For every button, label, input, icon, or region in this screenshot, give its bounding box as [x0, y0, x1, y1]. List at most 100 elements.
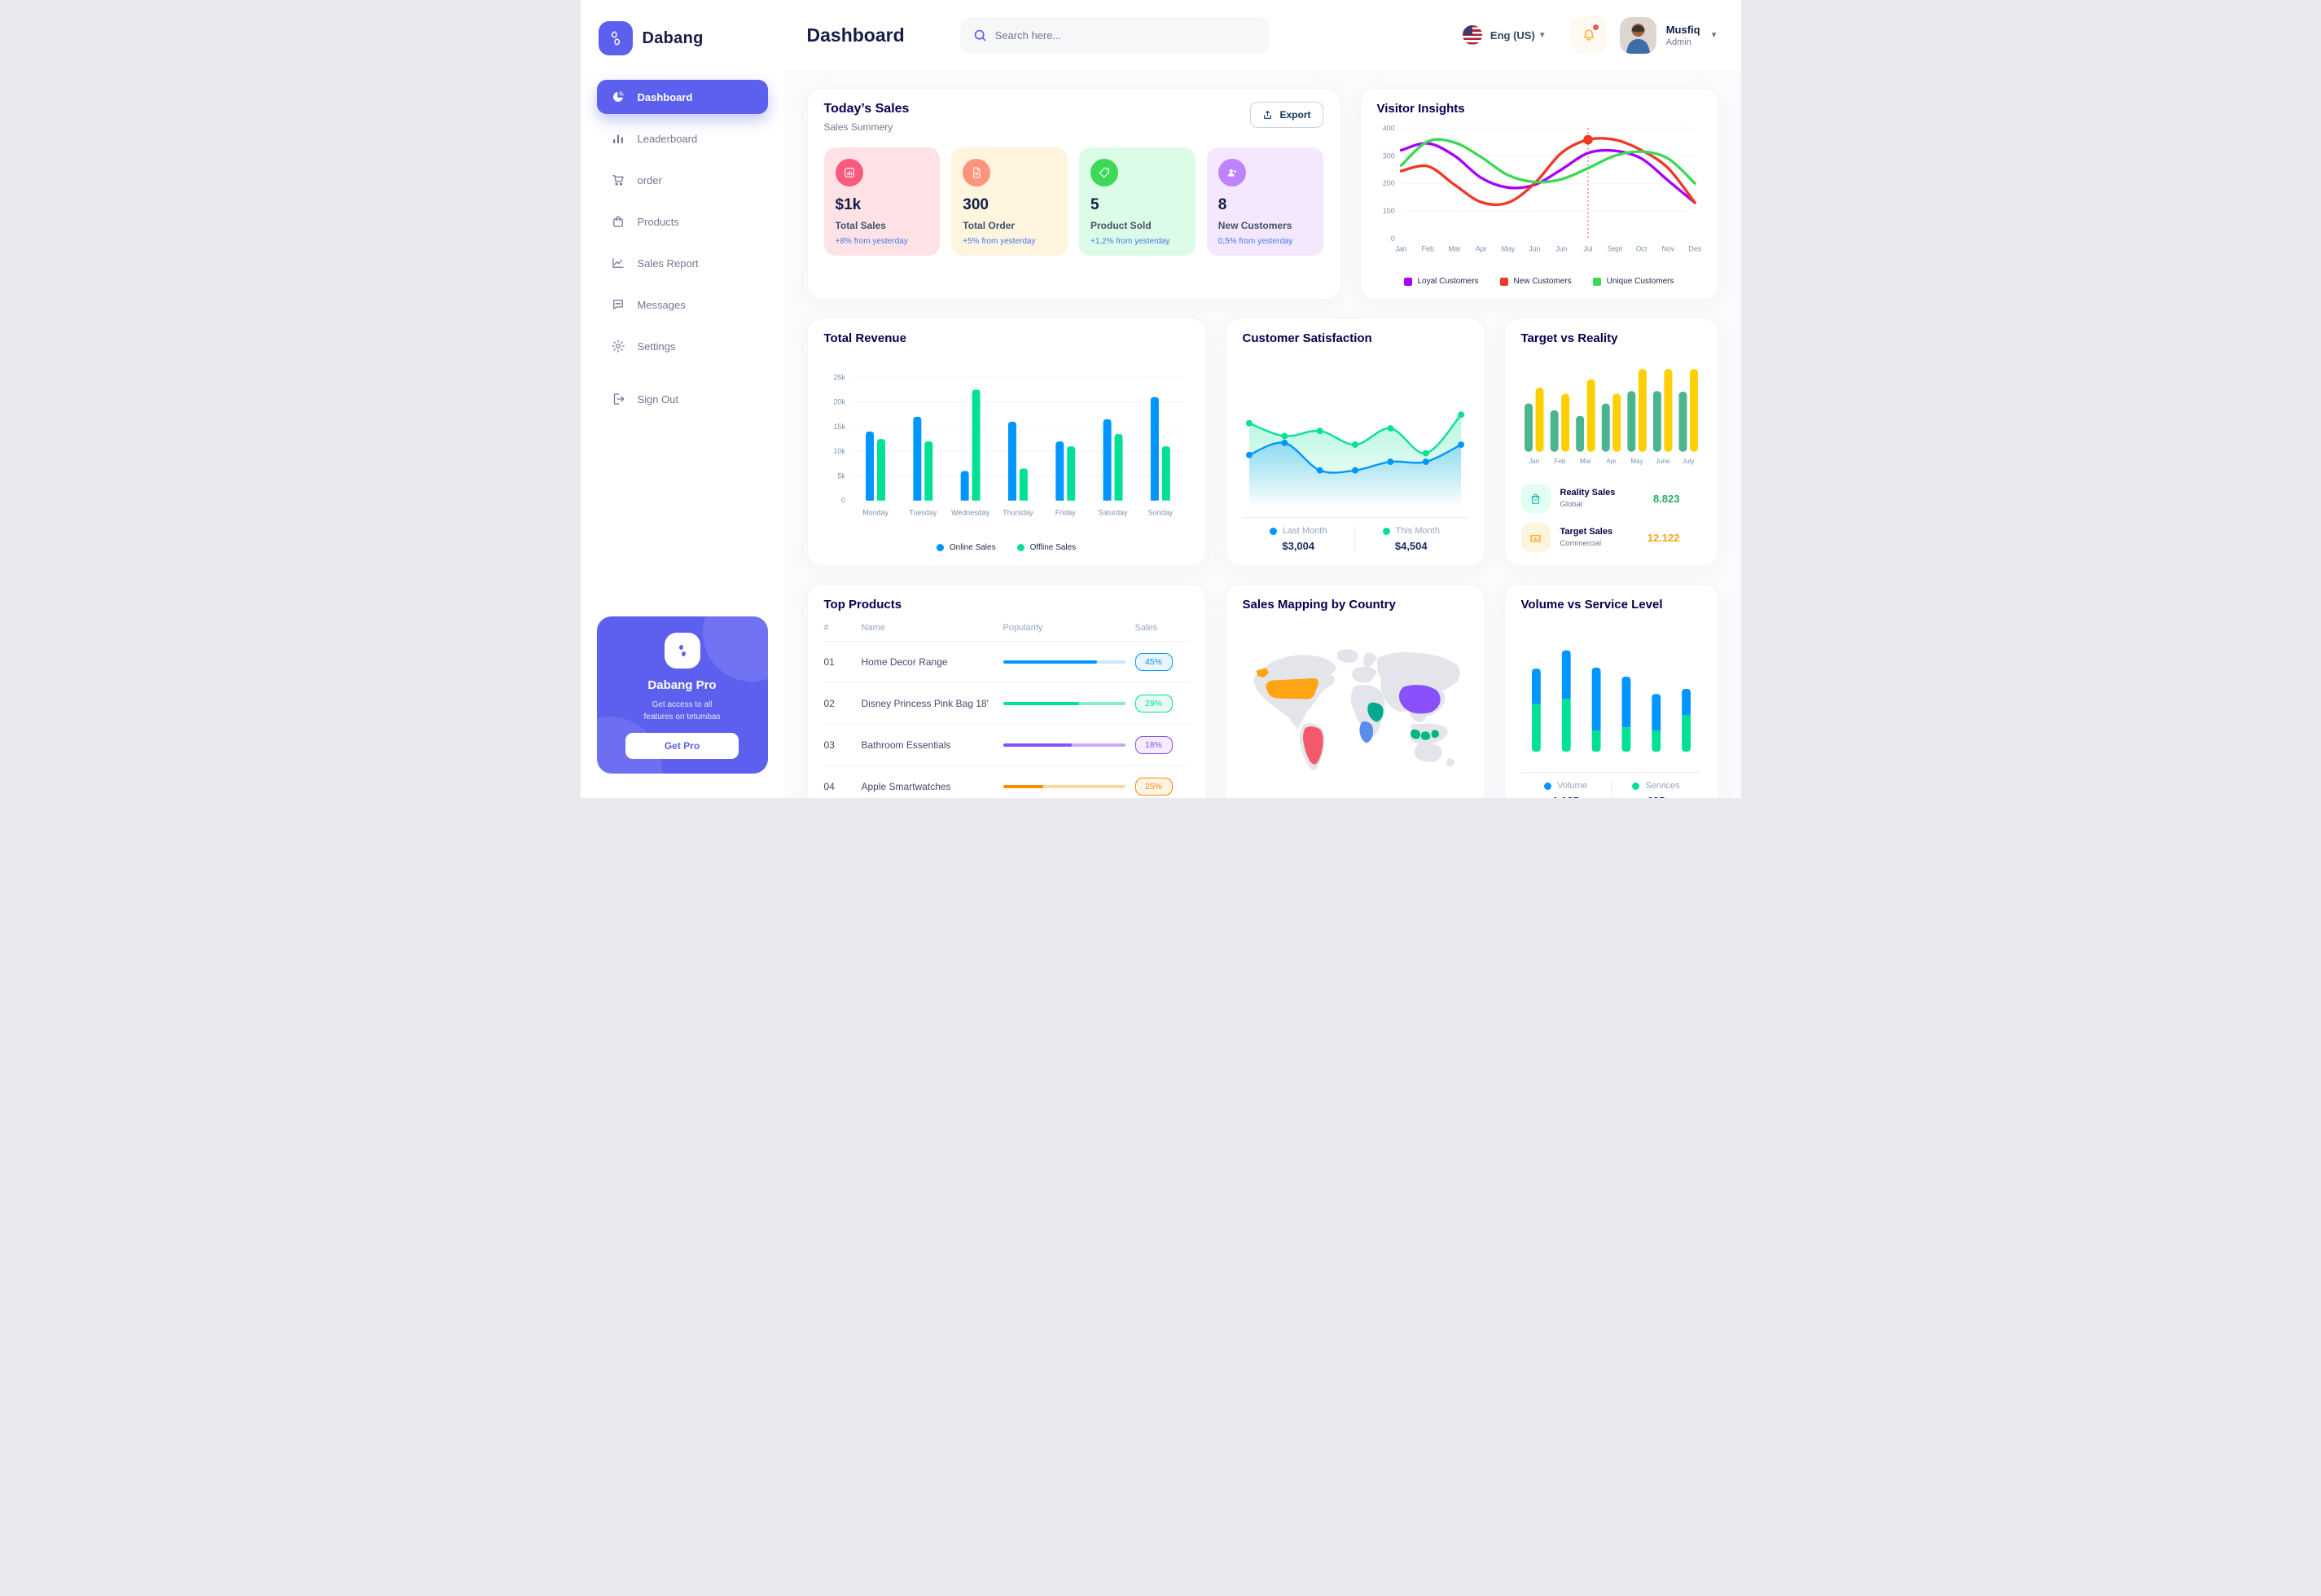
brand-name: Dabang	[642, 28, 704, 47]
svg-text:0: 0	[840, 497, 845, 505]
svg-text:Sept: Sept	[1607, 245, 1622, 253]
brand[interactable]: Dabang	[598, 21, 766, 55]
pro-promo-card: Dabang Pro Get access to all features on…	[596, 616, 768, 774]
sidebar-menu: Dashboard Leaderboard order Products Sales R…	[596, 80, 768, 416]
country-indonesia-2[interactable]	[1420, 730, 1430, 740]
svg-text:Mar: Mar	[1448, 245, 1460, 253]
svg-text:15k: 15k	[833, 423, 845, 431]
top-products-rows: 01 Home Decor Range 45% 02 Disney Princess P…	[823, 642, 1189, 798]
svg-text:Wednesday: Wednesday	[951, 509, 990, 517]
product-num: 03	[823, 739, 835, 751]
language-label: Eng (US)	[1490, 28, 1535, 42]
sales-mapping-card: Sales Mapping by Country	[1225, 584, 1485, 798]
search-input[interactable]	[994, 28, 1257, 42]
user-meta: Musfiq Admin	[1666, 24, 1700, 47]
search-icon	[973, 28, 987, 42]
product-row-03: 03 Bathroom Essentials 18%	[823, 725, 1189, 766]
country-indonesia[interactable]	[1410, 729, 1420, 739]
target-vs-reality-card: Target vs Reality Jan Feb Mar Apr May June Jul…	[1503, 318, 1718, 566]
sidebar-item-products[interactable]: Products	[597, 204, 768, 239]
product-num: 02	[823, 698, 835, 709]
col-popularity: Popularity	[1003, 623, 1043, 633]
product-num: 04	[823, 781, 835, 792]
svg-text:200: 200	[1382, 179, 1394, 187]
sidebar-item-messages[interactable]: Messages	[597, 287, 768, 322]
header-right: Eng (US) ▼	[1462, 16, 1718, 54]
legend-name: Reality Sales	[1560, 488, 1616, 498]
country-saudi-arabia[interactable]	[1367, 702, 1384, 722]
top-products-card: Top Products # Name Popularity Sales 01 H…	[806, 584, 1206, 798]
total-revenue-card: Total Revenue 0 5k 10k 15k 20k 25k Monday Tuesd…	[806, 318, 1206, 566]
profile-chevron-down-icon: ▼	[1709, 30, 1718, 40]
stat-delta: +1,2% from yesterday	[1090, 237, 1170, 246]
content: Today’s Sales Sales Summery Export $1k To…	[784, 70, 1741, 798]
get-pro-button[interactable]: Get Pro	[625, 733, 739, 759]
svg-text:May: May	[1501, 245, 1515, 253]
sidebar-item-settings[interactable]: Settings	[597, 329, 768, 363]
svg-text:Des: Des	[1688, 245, 1701, 253]
sidebar-item-sales-report[interactable]: Sales Report	[597, 246, 768, 280]
legend-volume: Volume1,135	[1521, 781, 1611, 798]
shopping-bag-icon	[1520, 484, 1551, 513]
product-num: 01	[823, 656, 835, 668]
user-name: Musfiq	[1665, 23, 1700, 36]
legend-name: Target Sales	[1560, 527, 1613, 537]
customer-satisfaction-legend: Last Month $3,004 This Month $4,504	[1243, 526, 1468, 552]
svg-text:Sunday: Sunday	[1147, 509, 1173, 517]
svg-text:400: 400	[1382, 124, 1394, 132]
country-china[interactable]	[1398, 684, 1441, 714]
sidebar-item-label: Dashboard	[637, 90, 693, 103]
sales-report-icon	[610, 255, 626, 271]
col-name: Name	[861, 623, 885, 633]
chevron-down-icon: ▼	[1538, 30, 1547, 40]
export-button[interactable]: Export	[1250, 102, 1323, 128]
sign-out-icon	[610, 391, 626, 407]
messages-icon	[610, 296, 626, 313]
sales-badge: 18%	[1134, 736, 1173, 754]
us-flag-icon	[1462, 25, 1482, 45]
country-united-states-alaska[interactable]	[1256, 667, 1269, 677]
total-revenue-title: Total Revenue	[823, 331, 906, 345]
todays-sales-subtitle: Sales Summery	[823, 121, 893, 133]
svg-text:Apr: Apr	[1606, 458, 1617, 465]
svg-text:Jun: Jun	[1529, 245, 1540, 253]
profile-menu[interactable]: Musfiq Admin ▼	[1619, 16, 1718, 54]
country-brazil[interactable]	[1302, 726, 1323, 765]
language-selector[interactable]: Eng (US) ▼	[1462, 25, 1547, 45]
svg-text:Jan: Jan	[1395, 245, 1406, 253]
sidebar-item-leaderboard[interactable]: Leaderboard	[597, 121, 768, 156]
svg-text:Nov: Nov	[1661, 245, 1674, 253]
sidebar-item-sign-out[interactable]: Sign Out	[597, 382, 768, 416]
pro-logo-icon	[664, 633, 700, 669]
stat-value: 300	[963, 196, 989, 213]
world-map	[1253, 648, 1460, 770]
svg-text:10k: 10k	[833, 447, 845, 455]
stat-delta: 0,5% from yesterday	[1218, 237, 1293, 246]
sidebar-item-dashboard[interactable]: Dashboard	[596, 80, 768, 114]
svg-text:Tuesday: Tuesday	[909, 509, 937, 517]
svg-text:Friday: Friday	[1055, 509, 1075, 517]
dashboard-app: Dabang Dashboard Leaderboard order Products…	[580, 0, 1741, 798]
notifications-button[interactable]	[1570, 17, 1607, 53]
stat-label: Total Sales	[835, 220, 886, 231]
product-row-01: 01 Home Decor Range 45%	[823, 642, 1189, 683]
products-bag-icon	[610, 213, 626, 230]
search-box[interactable]	[959, 16, 1270, 54]
sales-bar-chart-icon	[835, 159, 863, 186]
stat-tile-product-sold: 5 Product Sold +1,2% from yesterday	[1079, 147, 1196, 256]
legend-item-offline-sales: Offline Sales	[1016, 543, 1076, 552]
stat-delta: +8% from yesterday	[835, 237, 908, 246]
country-dr-congo[interactable]	[1358, 721, 1373, 743]
volume-vs-service-chart	[1521, 635, 1701, 765]
volume-vs-service-card: Volume vs Service Level Volume1,135Servi…	[1503, 584, 1718, 798]
todays-sales-card: Today’s Sales Sales Summery Export $1k To…	[806, 88, 1340, 300]
sidebar-item-order[interactable]: order	[597, 163, 768, 197]
country-united-states[interactable]	[1265, 677, 1318, 699]
stat-tile-new-customers: 8 New Customers 0,5% from yesterday	[1206, 147, 1323, 256]
stat-delta: +5% from yesterday	[963, 237, 1036, 246]
popularity-bar	[1003, 660, 1125, 664]
user-role: Admin	[1665, 37, 1691, 47]
sidebar-item-label: Leaderboard	[637, 132, 698, 145]
sales-stat-grid: $1k Total Sales +8% from yesterday 300 Total…	[823, 147, 1323, 256]
country-indonesia-3[interactable]	[1430, 729, 1439, 738]
